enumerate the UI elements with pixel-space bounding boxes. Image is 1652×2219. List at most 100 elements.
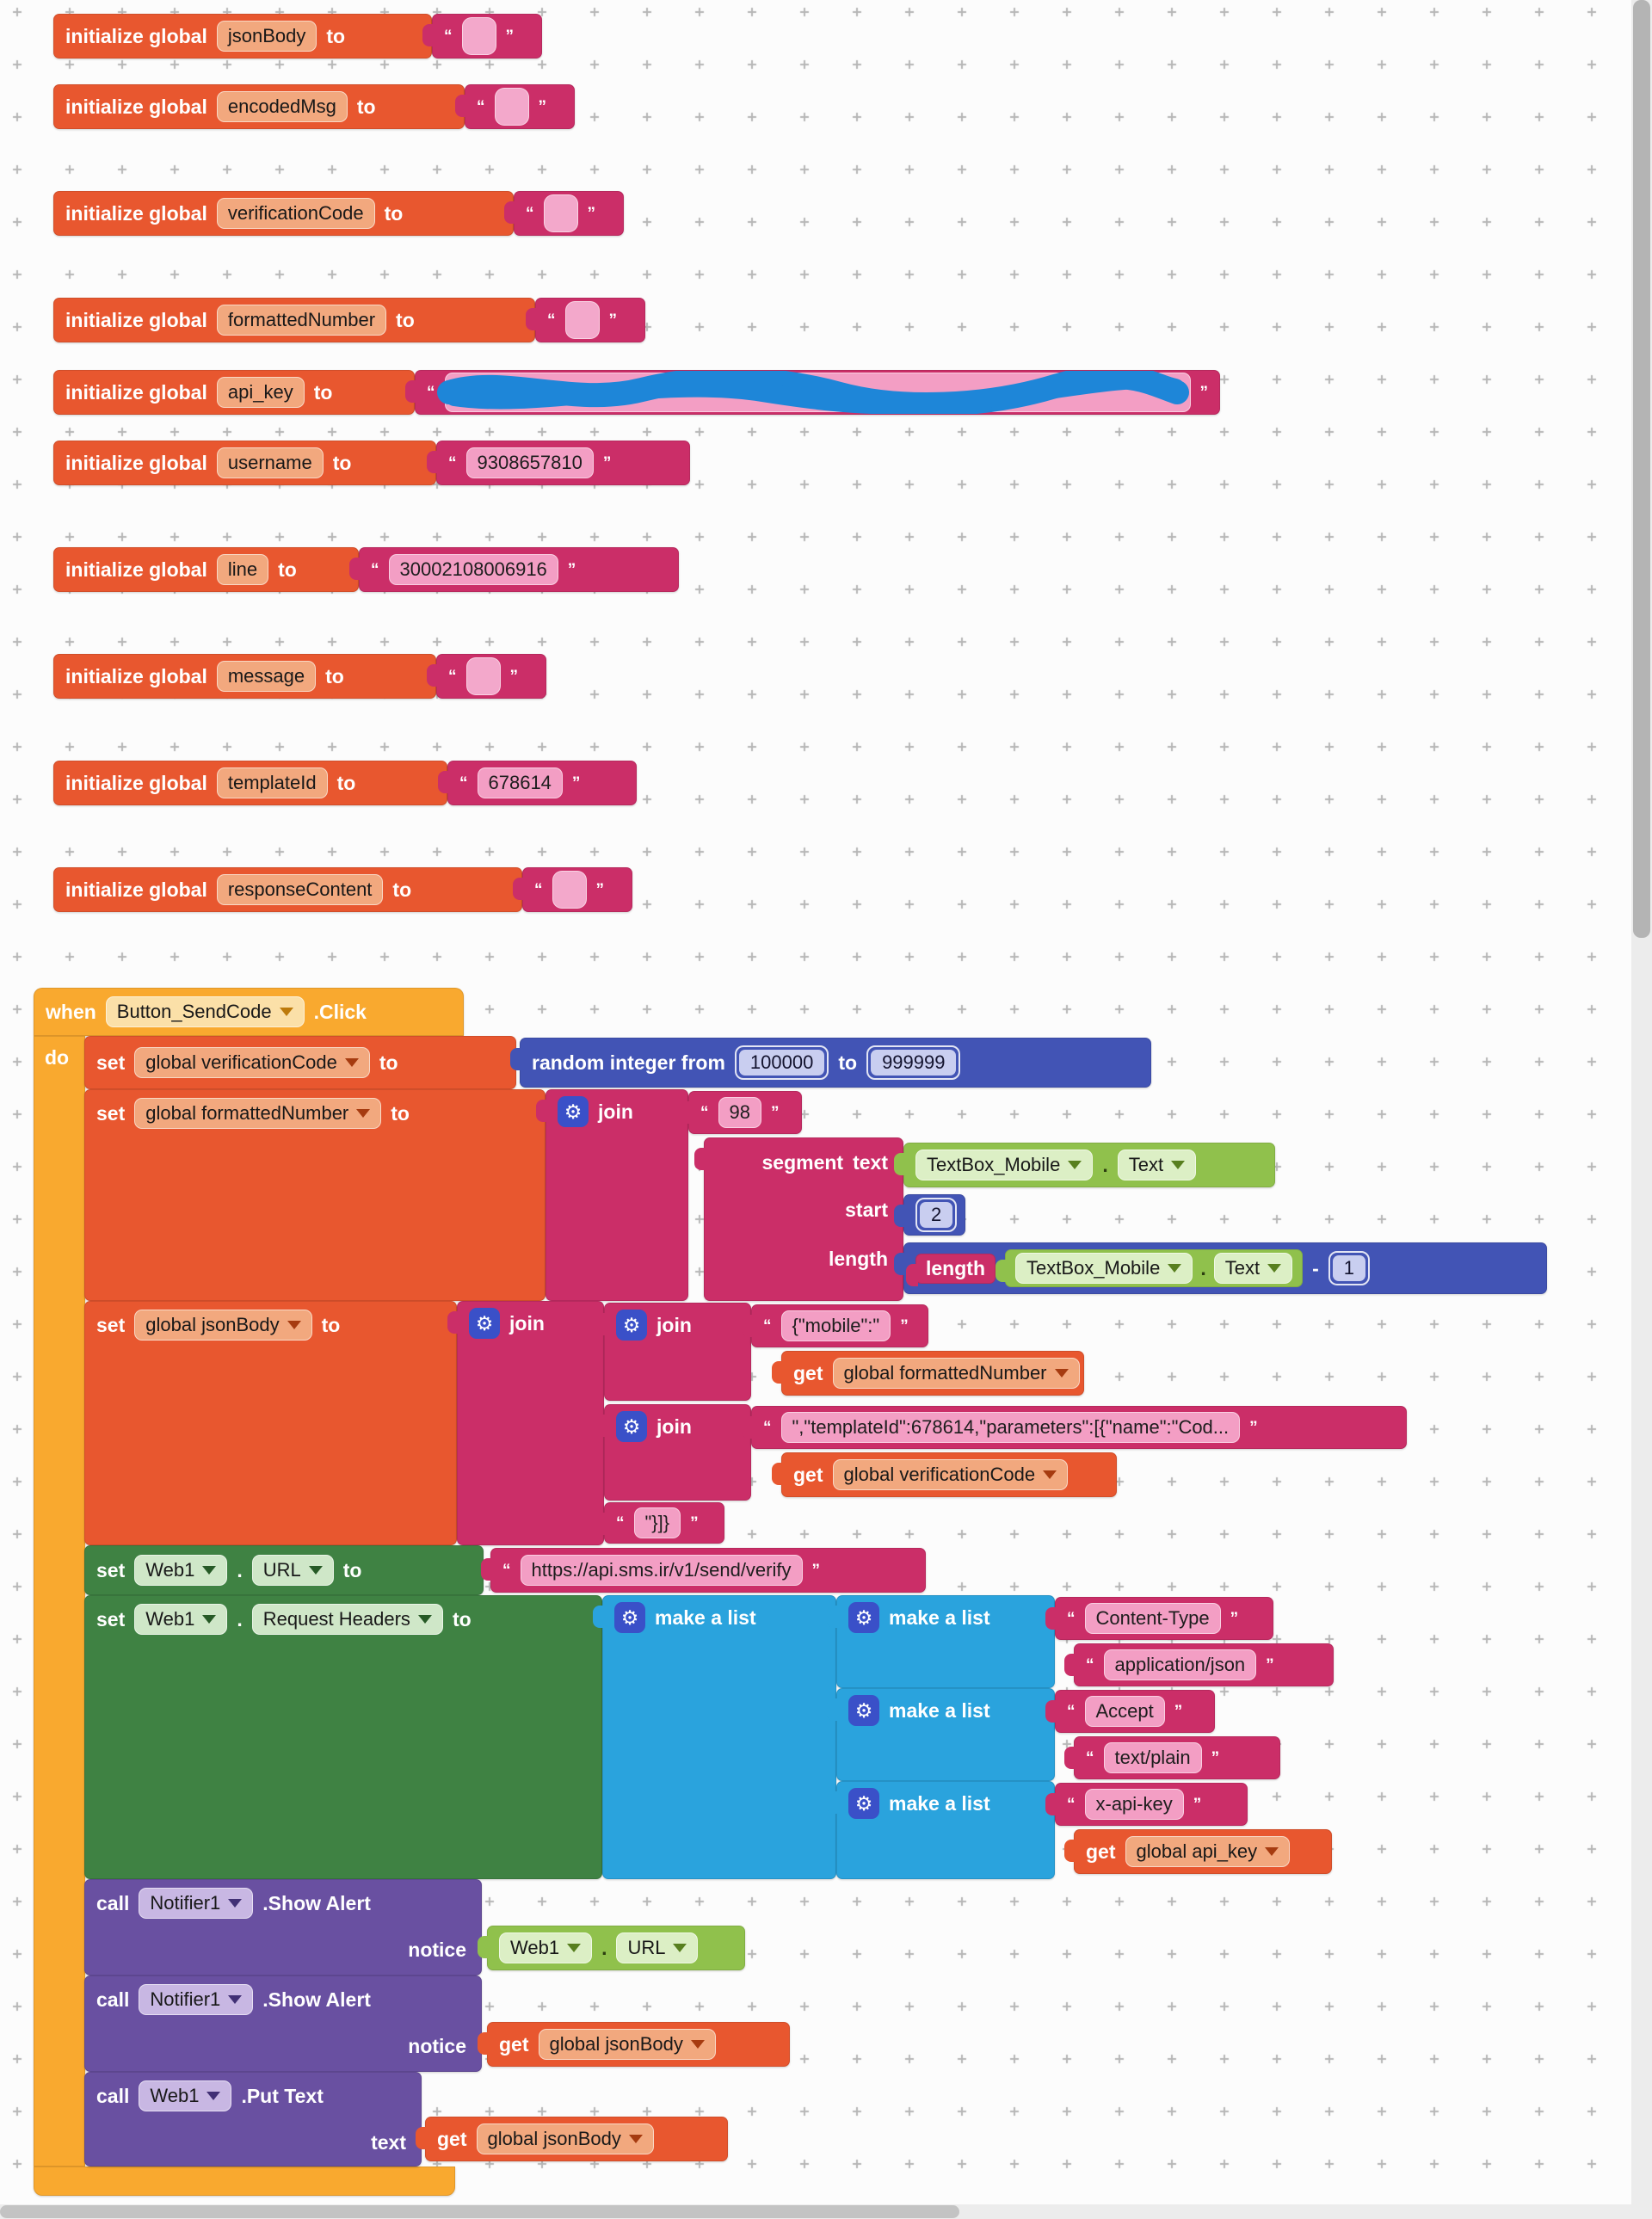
string-block-templateid[interactable]: “ 678614 ” (438, 761, 637, 805)
empty-string-field[interactable] (552, 871, 587, 909)
mutator-gear-icon[interactable]: ⚙ (848, 1788, 879, 1819)
empty-string-field[interactable] (494, 88, 529, 126)
component-dropdown[interactable]: Web1 (139, 2080, 232, 2111)
block-make-list-content-type[interactable]: ⚙ make a list (827, 1595, 1055, 1688)
block-set-web1-headers[interactable]: set Web1 . Request Headers to (84, 1595, 602, 1879)
component-dropdown[interactable]: Web1 (134, 1604, 228, 1635)
block-set-formattednumber[interactable]: set global formattedNumber to (84, 1089, 546, 1301)
block-make-list-accept[interactable]: ⚙ make a list (827, 1688, 1055, 1781)
block-init-message[interactable]: initialize global message to (53, 654, 436, 699)
number-value[interactable]: 2 (920, 1202, 953, 1228)
block-init-templateid[interactable]: initialize global templateId to (53, 761, 447, 805)
var-name-field[interactable]: jsonBody (216, 21, 317, 52)
empty-string-field[interactable] (543, 194, 578, 232)
block-set-jsonbody[interactable]: set global jsonBody to (84, 1301, 457, 1545)
number-value[interactable]: 1 (1332, 1255, 1365, 1281)
component-dropdown[interactable]: Web1 (499, 1932, 593, 1963)
block-get-jsonbody[interactable]: get global jsonBody (478, 2022, 790, 2067)
string-block-empty[interactable]: “ ” (422, 14, 542, 59)
string-value-field[interactable]: text/plain (1103, 1742, 1202, 1773)
component-dropdown[interactable]: TextBox_Mobile (1015, 1253, 1193, 1284)
string-value-field[interactable]: application/json (1103, 1649, 1257, 1680)
number-value[interactable]: 100000 (738, 1050, 825, 1076)
var-name-field[interactable]: formattedNumber (216, 305, 387, 336)
mutator-gear-icon[interactable]: ⚙ (848, 1695, 879, 1726)
block-textbox-mobile-text[interactable]: TextBox_Mobile . Text (894, 1143, 1275, 1187)
property-dropdown[interactable]: Text (1117, 1150, 1197, 1180)
block-when-click[interactable]: when Button_SendCode .Click (34, 988, 464, 1036)
string-value-field[interactable]: {"mobile":" (780, 1310, 891, 1341)
block-init-encodedmsg[interactable]: initialize global encodedMsg to (53, 84, 465, 129)
string-block-empty[interactable]: “ ” (427, 654, 546, 699)
string-block-application-json[interactable]: “ application/json ” (1064, 1643, 1334, 1686)
string-value-field[interactable]: 30002108006916 (388, 554, 558, 585)
block-init-apikey[interactable]: initialize global api_key to (53, 370, 415, 415)
block-set-verificationcode[interactable]: set global verificationCode to (84, 1036, 516, 1089)
var-name-field[interactable]: message (216, 661, 317, 692)
block-join-outer[interactable]: ⚙ join (447, 1301, 604, 1545)
string-block-empty[interactable]: “ ” (504, 191, 624, 236)
string-block-apikey-redacted[interactable]: “ ” (405, 370, 1220, 415)
variable-dropdown[interactable]: global jsonBody (476, 2123, 654, 2154)
string-block-text-plain[interactable]: “ text/plain ” (1064, 1736, 1280, 1779)
number-slot[interactable]: 1 (1328, 1251, 1370, 1285)
string-value-field[interactable]: 98 (718, 1097, 761, 1128)
block-number-2[interactable]: 2 (894, 1194, 965, 1236)
block-length[interactable]: length (906, 1253, 996, 1286)
variable-dropdown[interactable]: global jsonBody (538, 2029, 716, 2060)
var-name-field[interactable]: api_key (216, 377, 305, 408)
block-segment[interactable]: segment text start length (694, 1137, 903, 1301)
property-dropdown[interactable]: Request Headers (251, 1604, 443, 1635)
block-get-jsonbody[interactable]: get global jsonBody (416, 2117, 728, 2161)
block-subtract[interactable]: length TextBox_Mobile . Text - 1 (894, 1242, 1547, 1294)
string-block-accept[interactable]: “ Accept ” (1045, 1690, 1215, 1733)
variable-dropdown[interactable]: global verificationCode (134, 1047, 370, 1078)
empty-string-field[interactable] (564, 301, 600, 339)
variable-dropdown[interactable]: global verificationCode (832, 1459, 1069, 1490)
variable-dropdown[interactable]: global jsonBody (134, 1310, 312, 1341)
var-name-field[interactable]: templateId (216, 767, 328, 798)
component-dropdown[interactable]: Notifier1 (139, 1984, 254, 2015)
component-dropdown[interactable]: Web1 (134, 1555, 228, 1586)
block-set-web1-url[interactable]: set Web1 . URL to (84, 1545, 484, 1595)
property-dropdown[interactable]: URL (251, 1555, 334, 1586)
component-dropdown[interactable]: TextBox_Mobile (915, 1150, 1094, 1180)
empty-string-field[interactable] (461, 17, 496, 55)
number-slot[interactable]: 100000 (734, 1045, 829, 1080)
block-init-verificationcode[interactable]: initialize global verificationCode to (53, 191, 514, 236)
string-block-content-type[interactable]: “ Content-Type ” (1045, 1597, 1273, 1640)
variable-dropdown[interactable]: global formattedNumber (832, 1358, 1080, 1389)
block-init-responsecontent[interactable]: initialize global responseContent to (53, 867, 522, 912)
string-block-template-part[interactable]: “ ","templateId":678614,"parameters":[{"… (742, 1406, 1407, 1449)
block-get-apikey[interactable]: get global api_key (1064, 1829, 1332, 1874)
var-name-field[interactable]: verificationCode (216, 198, 375, 229)
block-init-jsonbody[interactable]: initialize global jsonBody to (53, 14, 432, 59)
variable-dropdown[interactable]: global api_key (1125, 1836, 1291, 1867)
horizontal-scrollbar-track[interactable] (0, 2204, 1631, 2219)
mutator-gear-icon[interactable]: ⚙ (848, 1602, 879, 1633)
string-block-empty[interactable]: “ ” (526, 298, 645, 342)
block-call-web1-puttext[interactable]: call Web1 .Put Text text (84, 2072, 422, 2167)
number-slot[interactable]: 2 (915, 1198, 958, 1232)
var-name-field[interactable]: responseContent (216, 874, 384, 905)
string-block-line[interactable]: “ 30002108006916 ” (349, 547, 679, 592)
vertical-scrollbar-track[interactable] (1631, 0, 1652, 2219)
number-value[interactable]: 999999 (871, 1050, 957, 1076)
block-get-formattednumber[interactable]: get global formattedNumber (772, 1351, 1084, 1396)
block-join-template[interactable]: ⚙ join (595, 1404, 751, 1501)
block-random-integer[interactable]: random integer from 100000 to 999999 (510, 1038, 1151, 1088)
string-block-empty[interactable]: “ ” (455, 84, 575, 129)
var-name-field[interactable]: encodedMsg (216, 91, 348, 122)
mutator-gear-icon[interactable]: ⚙ (558, 1096, 589, 1127)
string-block-empty[interactable]: “ ” (513, 867, 632, 912)
mutator-gear-icon[interactable]: ⚙ (614, 1602, 645, 1633)
variable-dropdown[interactable]: global formattedNumber (134, 1098, 382, 1129)
number-slot[interactable]: 999999 (866, 1045, 961, 1080)
var-name-field[interactable]: line (216, 554, 269, 585)
string-value-field[interactable]: Content-Type (1084, 1603, 1221, 1634)
string-block-username[interactable]: “ 9308657810 ” (427, 441, 690, 485)
block-join-formatted[interactable]: ⚙ join (536, 1089, 688, 1301)
block-call-notifier-2[interactable]: call Notifier1 .Show Alert notice (84, 1976, 482, 2072)
string-block-mobile-open[interactable]: “ {"mobile":" ” (742, 1304, 928, 1347)
string-value-field[interactable]: x-api-key (1084, 1789, 1184, 1820)
